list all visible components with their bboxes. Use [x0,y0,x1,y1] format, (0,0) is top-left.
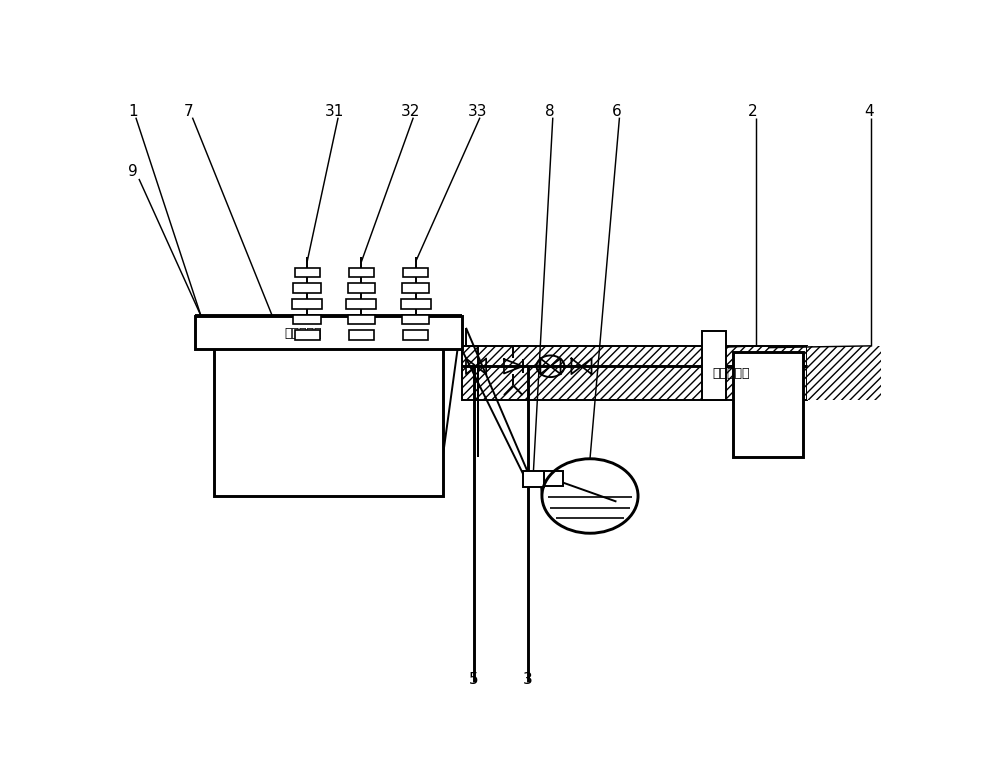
Bar [523,471,544,487]
Bar [349,330,374,340]
Text: 6: 6 [612,104,622,119]
Bar [214,346,443,496]
Bar [349,268,374,278]
Bar [462,346,807,400]
Bar [402,283,429,293]
Text: 1: 1 [128,104,138,119]
Text: 事故排油池: 事故排油池 [712,367,750,380]
Text: 2: 2 [748,104,758,119]
Bar [403,268,428,278]
Bar [402,314,429,324]
Text: 8: 8 [545,104,555,119]
Bar [292,299,322,309]
Bar [403,330,428,340]
Text: 32: 32 [401,104,420,119]
Bar [295,330,320,340]
Text: 积油排油池: 积油排油池 [285,328,322,340]
Bar [195,316,462,349]
Text: 9: 9 [128,164,138,179]
Bar [293,314,321,324]
Text: 7: 7 [184,104,193,119]
Text: 4: 4 [864,104,874,119]
Bar [702,331,726,400]
Text: 31: 31 [325,104,344,119]
Bar [295,268,320,278]
Bar [293,283,321,293]
Bar [401,299,431,309]
Text: 33: 33 [468,104,487,119]
Bar [807,346,881,400]
Text: 3: 3 [523,672,533,686]
Bar [346,299,376,309]
Text: 5: 5 [469,672,479,686]
Bar [348,283,375,293]
Bar [348,314,375,324]
Bar [544,471,563,487]
Bar [733,352,803,457]
